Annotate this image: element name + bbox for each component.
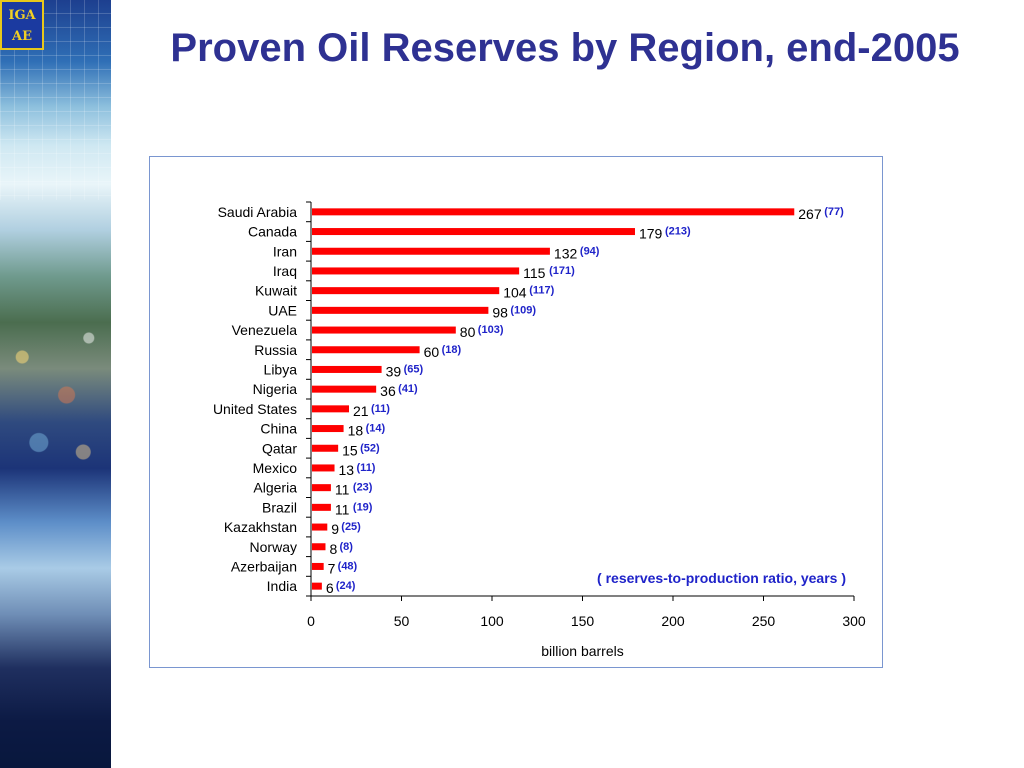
rp-ratio-label: (109) xyxy=(510,304,536,316)
value-label: 60 xyxy=(424,344,440,360)
rp-ratio-label: (23) xyxy=(353,482,373,494)
bar xyxy=(312,562,324,570)
chart-frame: 0 50 100 150 200 250 300 Saudi Arabia 267 (77) Can… xyxy=(149,156,883,668)
value-label: 267 xyxy=(798,206,822,222)
x-tick-label: 250 xyxy=(752,613,776,629)
x-tick-label: 0 xyxy=(307,613,315,629)
bar xyxy=(312,346,420,354)
category-label: Mexico xyxy=(253,460,298,476)
value-label: 6 xyxy=(326,580,334,596)
value-label: 21 xyxy=(353,403,369,419)
bar xyxy=(312,306,489,314)
value-label: 11 xyxy=(335,501,350,517)
value-label: 13 xyxy=(339,462,355,478)
value-label: 8 xyxy=(329,541,337,557)
rp-ratio-label: (171) xyxy=(549,265,575,277)
x-tick-label: 100 xyxy=(480,613,504,629)
x-tick-label: 200 xyxy=(661,613,685,629)
trading-floor-photo xyxy=(0,300,111,490)
annotation-note: ( reserves-to-production ratio, years ) xyxy=(597,570,846,586)
category-label: Venezuela xyxy=(232,322,298,338)
x-tick-label: 50 xyxy=(394,613,410,629)
category-label: UAE xyxy=(268,302,297,318)
bar xyxy=(312,543,326,551)
bar-chart: 0 50 100 150 200 250 300 Saudi Arabia 267 (77) Can… xyxy=(213,201,866,659)
category-label: China xyxy=(260,421,297,437)
category-label: India xyxy=(267,578,298,594)
category-label: Kuwait xyxy=(255,283,297,299)
category-label: Saudi Arabia xyxy=(218,204,298,220)
value-label: 18 xyxy=(348,423,364,439)
rp-ratio-label: (25) xyxy=(341,521,361,533)
rp-ratio-label: (65) xyxy=(404,363,424,375)
category-label: Iraq xyxy=(273,263,297,279)
bar xyxy=(312,287,500,295)
bar xyxy=(312,228,635,236)
value-label: 9 xyxy=(331,521,339,537)
value-label: 80 xyxy=(460,324,476,340)
category-label: Qatar xyxy=(262,440,297,456)
bar xyxy=(312,267,520,275)
bar xyxy=(312,405,350,413)
category-label: Iran xyxy=(273,243,297,259)
category-label: Nigeria xyxy=(253,381,298,397)
rp-ratio-label: (24) xyxy=(336,580,356,592)
value-label: 7 xyxy=(328,560,336,576)
rp-ratio-label: (18) xyxy=(442,344,462,356)
bar xyxy=(312,247,550,255)
bar xyxy=(312,523,328,531)
value-label: 115 xyxy=(523,265,546,281)
rp-ratio-label: (8) xyxy=(339,541,353,553)
rp-ratio-label: (103) xyxy=(478,324,504,336)
x-tick-label: 300 xyxy=(842,613,866,629)
bar xyxy=(312,425,344,433)
bar xyxy=(312,365,382,373)
x-axis-title: billion barrels xyxy=(541,643,623,659)
value-label: 11 xyxy=(335,482,350,498)
value-label: 179 xyxy=(639,226,663,242)
category-label: Algeria xyxy=(253,480,297,496)
bar xyxy=(312,582,322,590)
category-label: Russia xyxy=(254,342,297,358)
category-label: Azerbaijan xyxy=(231,558,297,574)
bar xyxy=(312,326,456,334)
rp-ratio-label: (48) xyxy=(338,560,358,572)
logo-line-2: AE xyxy=(12,29,32,44)
value-label: 132 xyxy=(554,245,578,261)
decorative-sidebar: IGA AE xyxy=(0,0,111,768)
value-label: 39 xyxy=(386,363,402,379)
bar xyxy=(312,208,795,216)
rp-ratio-label: (77) xyxy=(824,206,844,218)
value-label: 36 xyxy=(380,383,396,399)
x-tick-label: 150 xyxy=(571,613,595,629)
value-label: 104 xyxy=(503,285,527,301)
logo-line-1: IGA xyxy=(8,8,36,23)
slide-title: Proven Oil Reserves by Region, end-2005 xyxy=(170,26,960,70)
category-label: United States xyxy=(213,401,297,417)
bar xyxy=(312,444,339,452)
rp-ratio-label: (14) xyxy=(366,423,386,435)
category-label: Norway xyxy=(250,539,297,555)
rp-ratio-label: (94) xyxy=(580,245,600,257)
bar xyxy=(312,385,377,393)
bar xyxy=(312,464,335,472)
value-label: 15 xyxy=(342,442,358,458)
bar xyxy=(312,503,331,511)
rp-ratio-label: (213) xyxy=(665,226,691,238)
category-label: Kazakhstan xyxy=(224,519,297,535)
rp-ratio-label: (19) xyxy=(353,501,373,513)
rp-ratio-label: (52) xyxy=(360,442,380,454)
rp-ratio-label: (41) xyxy=(398,383,418,395)
category-label: Libya xyxy=(264,361,298,377)
value-label: 98 xyxy=(492,304,508,320)
category-label: Canada xyxy=(248,224,297,240)
category-label: Brazil xyxy=(262,499,297,515)
iga-logo: IGA AE xyxy=(0,0,44,50)
rp-ratio-label: (117) xyxy=(529,285,554,297)
rp-ratio-label: (11) xyxy=(371,403,390,415)
rp-ratio-label: (11) xyxy=(357,462,376,474)
bar xyxy=(312,484,331,492)
